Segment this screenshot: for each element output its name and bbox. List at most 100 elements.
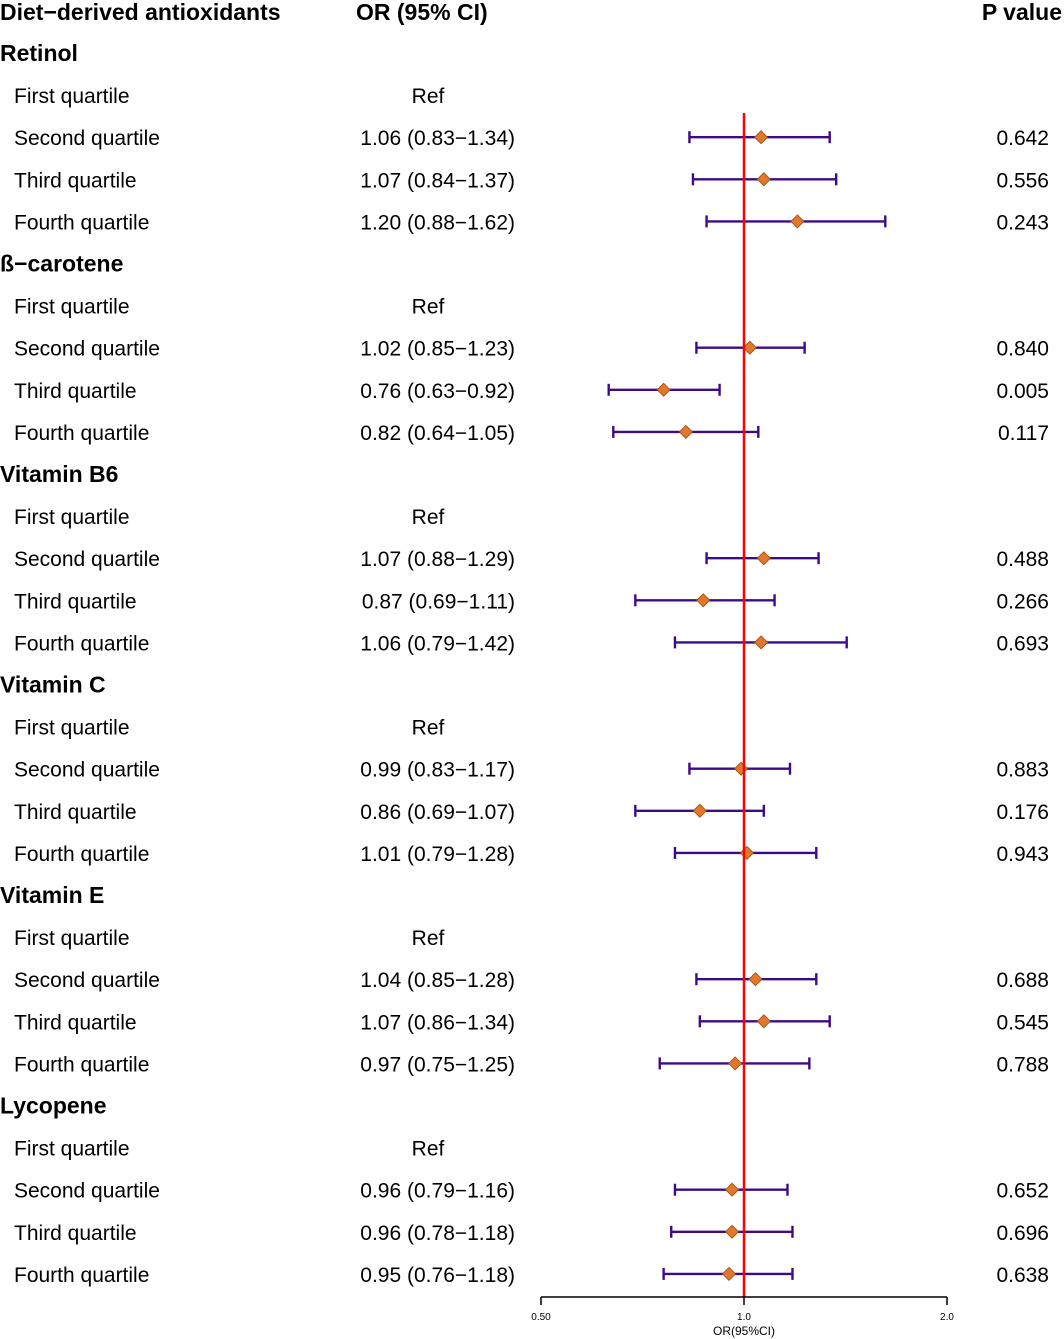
group-title: Vitamin E: [0, 882, 104, 908]
row-or-text: 0.99 (0.83−1.17): [360, 759, 515, 782]
row-label: Third quartile: [14, 590, 137, 613]
row-or-text: Ref: [412, 1138, 445, 1161]
row-p-value: 0.652: [996, 1180, 1049, 1203]
x-axis-label: OR(95%CI): [713, 1324, 775, 1338]
row-or-text: Ref: [412, 506, 445, 529]
row-label: First quartile: [14, 506, 130, 529]
or-point-marker: [696, 593, 711, 608]
row-label: Third quartile: [14, 380, 137, 403]
row-label: Fourth quartile: [14, 632, 149, 655]
row-label: Fourth quartile: [14, 843, 149, 866]
x-tick-label: 2.0: [940, 1312, 954, 1323]
row-or-text: 1.02 (0.85−1.23): [360, 338, 515, 361]
row-label: Fourth quartile: [14, 1264, 149, 1287]
or-point-marker: [728, 1056, 743, 1071]
row-or-text: 1.01 (0.79−1.28): [360, 843, 515, 866]
or-point-marker: [733, 761, 749, 776]
row-or-text: Ref: [412, 717, 445, 740]
row-label: Fourth quartile: [14, 1053, 149, 1076]
or-point-marker: [756, 1014, 771, 1029]
row-label: Fourth quartile: [14, 211, 149, 234]
forest-marks: [607, 113, 887, 1297]
row-p-value: 0.943: [996, 843, 1049, 866]
or-point-marker: [742, 340, 757, 355]
row-p-value: 0.266: [996, 590, 1049, 613]
row-p-value: 0.556: [996, 169, 1049, 192]
row-label: First quartile: [14, 85, 130, 108]
row-label: First quartile: [14, 927, 130, 950]
row-p-value: 0.638: [996, 1264, 1049, 1287]
row-p-value: 0.488: [996, 548, 1049, 571]
row-p-value: 0.545: [996, 1011, 1049, 1034]
row-or-text: 1.07 (0.88−1.29): [360, 548, 515, 571]
row-or-text: 1.04 (0.85−1.28): [360, 969, 515, 992]
row-or-text: 0.97 (0.75−1.25): [360, 1053, 515, 1076]
row-label: Fourth quartile: [14, 422, 149, 445]
row-label: First quartile: [14, 296, 130, 319]
row-label: Third quartile: [14, 1011, 137, 1034]
row-or-text: 0.96 (0.79−1.16): [360, 1180, 515, 1203]
row-p-value: 0.883: [996, 759, 1049, 782]
x-tick-label: 1.0: [737, 1312, 751, 1323]
group-title: Lycopene: [0, 1093, 107, 1119]
or-point-marker: [753, 130, 769, 145]
header-p-value: P value: [982, 0, 1062, 25]
or-point-marker: [656, 382, 671, 397]
row-label: Second quartile: [14, 548, 160, 571]
x-tick-label: 0.50: [531, 1312, 551, 1323]
row-p-value: 0.696: [996, 1222, 1049, 1245]
row-or-text: 0.86 (0.69−1.07): [360, 801, 515, 824]
row-or-text: 0.95 (0.76−1.18): [360, 1264, 515, 1287]
or-point-marker: [748, 972, 763, 987]
x-axis: 0.50 1.0 2.0: [531, 1296, 954, 1323]
header-or: OR (95% CI): [356, 0, 488, 25]
group-title: Retinol: [0, 40, 78, 66]
or-point-marker: [756, 551, 771, 566]
row-label: Second quartile: [14, 759, 160, 782]
or-point-marker: [678, 424, 693, 439]
row-p-value: 0.840: [996, 338, 1049, 361]
or-point-marker: [721, 1266, 737, 1281]
row-or-text: 1.07 (0.84−1.37): [360, 169, 515, 192]
group-title: Vitamin B6: [0, 461, 118, 487]
row-label: Second quartile: [14, 127, 160, 150]
row-or-text: 0.96 (0.78−1.18): [360, 1222, 515, 1245]
or-point-marker: [692, 803, 707, 818]
row-p-value: 0.688: [996, 969, 1049, 992]
row-or-text: Ref: [412, 85, 445, 108]
row-label: Third quartile: [14, 169, 137, 192]
row-label: First quartile: [14, 1138, 130, 1161]
row-p-value: 0.693: [996, 632, 1049, 655]
row-or-text: 1.20 (0.88−1.62): [360, 211, 515, 234]
group-title: Vitamin C: [0, 672, 106, 698]
row-p-value: 0.176: [996, 801, 1049, 824]
or-point-marker: [790, 214, 805, 229]
row-label: Third quartile: [14, 801, 137, 824]
or-point-marker: [753, 635, 769, 650]
row-label: First quartile: [14, 717, 130, 740]
row-or-text: Ref: [412, 927, 445, 950]
row-p-value: 0.117: [998, 422, 1049, 445]
header-label: Diet−derived antioxidants: [0, 0, 281, 25]
row-or-text: 0.82 (0.64−1.05): [360, 422, 515, 445]
group-title: ß−carotene: [0, 251, 123, 277]
row-label: Second quartile: [14, 1180, 160, 1203]
or-point-marker: [724, 1224, 740, 1239]
row-p-value: 0.005: [996, 380, 1049, 403]
row-or-text: 1.06 (0.83−1.34): [360, 127, 515, 150]
row-or-text: Ref: [412, 296, 445, 319]
row-p-value: 0.642: [996, 127, 1049, 150]
row-or-text: 0.76 (0.63−0.92): [360, 380, 515, 403]
row-label: Second quartile: [14, 338, 160, 361]
row-or-text: 1.06 (0.79−1.42): [360, 632, 515, 655]
row-p-value: 0.243: [996, 211, 1049, 234]
row-p-value: 0.788: [996, 1053, 1049, 1076]
row-or-text: 0.87 (0.69−1.11): [362, 590, 515, 613]
row-label: Third quartile: [14, 1222, 137, 1245]
table-rows: Retinol First quartile Ref Second quartile 1…: [0, 40, 1049, 1287]
row-label: Second quartile: [14, 969, 160, 992]
row-or-text: 1.07 (0.86−1.34): [360, 1011, 515, 1034]
or-point-marker: [724, 1182, 740, 1197]
or-point-marker: [739, 845, 754, 860]
